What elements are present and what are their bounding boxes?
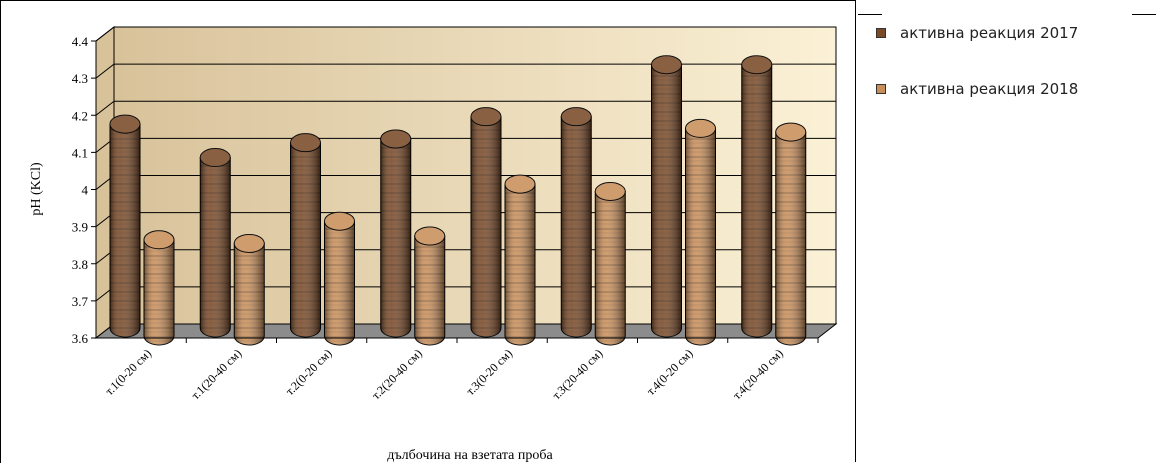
bar-2018-6 — [594, 182, 626, 346]
gridline — [95, 100, 836, 116]
x-axis-title: дълбочина на взетата проба — [387, 448, 553, 463]
x-tick-label: т.2(20-40 см) — [369, 346, 425, 402]
bar-2017-7 — [651, 55, 682, 338]
y-tick-label: 4.2 — [72, 108, 88, 123]
bar-2017-5 — [470, 107, 502, 338]
bar-2017-4 — [380, 129, 412, 338]
bar-2017-8 — [741, 55, 773, 338]
bar-2017-3 — [290, 133, 321, 338]
bar-2018-5 — [504, 174, 536, 346]
legend-top-line-left — [858, 14, 882, 15]
y-tick-label: 4.4 — [72, 34, 89, 49]
x-tick-label: т.1(20-40 см) — [188, 346, 244, 402]
bar-2017-2 — [199, 148, 231, 338]
legend: активна реакция 2017 активна реакция 201… — [876, 20, 1156, 132]
x-tick-label: т.2(0-20 см) — [283, 346, 335, 398]
x-tick-label: т.3(0-20 см) — [463, 346, 515, 398]
bar-2018-2 — [233, 233, 265, 346]
legend-item-2018: активна реакция 2018 — [876, 76, 1156, 102]
bar-2017-6 — [560, 107, 592, 338]
legend-top-line-right — [1132, 14, 1156, 15]
y-tick-label: 3.6 — [72, 331, 89, 346]
bar-2018-8 — [775, 122, 807, 346]
bar-2018-3 — [324, 211, 355, 346]
x-tick-label: т.4(20-40 см) — [730, 346, 786, 402]
chart-svg: 3.6 3.7 3.8 3.9 4 4.1 4.2 4.3 4.4 т.1(0-20 см) т.1… — [29, 25, 838, 463]
y-tick-label: 4.3 — [72, 71, 88, 86]
chart-frame: 3.6 3.7 3.8 3.9 4 4.1 4.2 4.3 4.4 т.1(0-20 см) т.1… — [0, 0, 856, 463]
y-tick-label: 4 — [82, 183, 89, 198]
legend-swatch-2018 — [876, 84, 886, 94]
legend-label-2017: активна реакция 2017 — [900, 24, 1079, 42]
gridline — [95, 63, 836, 79]
y-tick-label: 4.1 — [72, 145, 88, 160]
x-tick-label: т.3(20-40 см) — [549, 346, 605, 402]
y-tick-label: 3.7 — [72, 294, 89, 309]
y-axis-title: pH (KCl) — [29, 162, 44, 216]
y-tick-label: 3.9 — [72, 220, 88, 235]
gridline — [95, 26, 836, 42]
legend-swatch-2017 — [876, 28, 886, 38]
legend-label-2018: активна реакция 2018 — [900, 80, 1079, 98]
x-tick-label: т.1(0-20 см) — [102, 346, 154, 398]
legend-item-2017: активна реакция 2017 — [876, 20, 1156, 46]
y-tick-label: 3.8 — [72, 257, 88, 272]
bars-group — [109, 55, 807, 346]
bar-2018-4 — [414, 226, 446, 346]
bar-2018-7 — [685, 118, 716, 346]
x-tick-label: т.4(0-20 см) — [644, 346, 696, 398]
bar-2018-1 — [143, 230, 175, 346]
bar-2017-1 — [109, 114, 141, 338]
chart-frame-left-border — [0, 1, 1, 463]
